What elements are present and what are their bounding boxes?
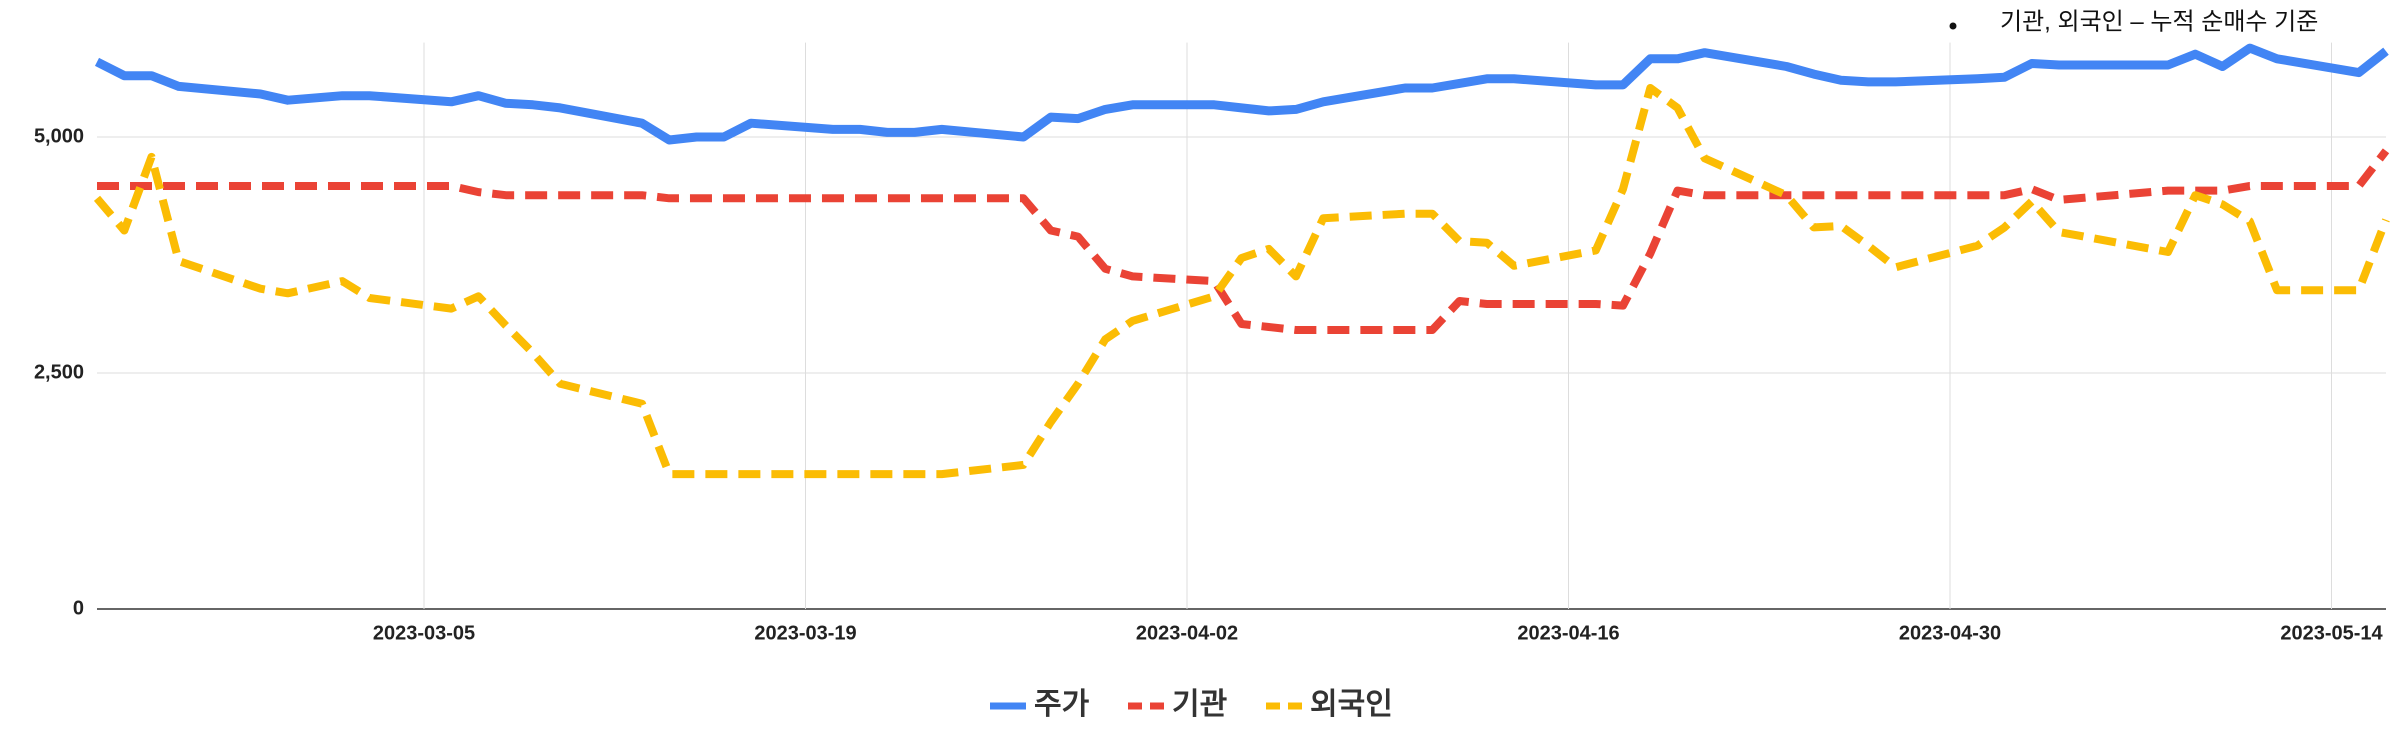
y-tick-label: 2,500 [34,361,84,383]
legend-label: 외국인 [1310,688,1393,721]
legend-label: 기관 [1172,688,1227,721]
line-series [97,148,2390,334]
x-tick-label: 2023-04-16 [1517,622,1619,644]
x-tick-label: 2023-04-30 [1899,622,2001,644]
x-tick-label: 2023-04-02 [1136,622,1238,644]
line-series [94,43,2389,145]
y-tick-label: 0 [73,597,84,619]
bullet [1949,22,1957,30]
y-tick-label: 5,000 [34,125,84,147]
legend-label: 주가 [1034,688,1090,721]
x-tick-label: 2023-05-14 [2280,622,2383,644]
annotation: 기관, 외국인 – 누적 순매수 기준 [2000,8,2318,35]
line-series [93,84,2390,479]
x-tick-label: 2023-03-19 [754,622,856,644]
x-tick-label: 2023-03-05 [373,622,475,644]
